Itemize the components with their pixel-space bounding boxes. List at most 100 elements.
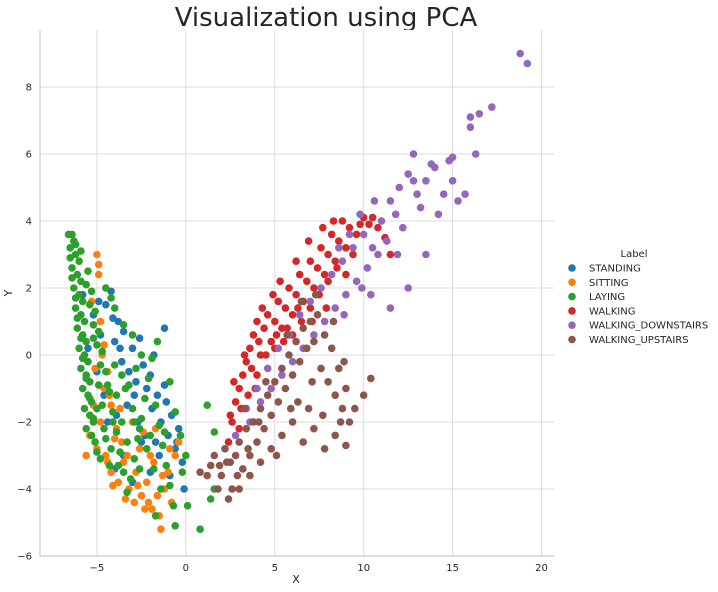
data-point: [352, 230, 361, 239]
data-point: [365, 220, 373, 229]
data-point: [306, 297, 315, 306]
data-point: [244, 445, 252, 453]
data-point: [174, 424, 183, 433]
data-point: [342, 384, 350, 393]
data-point: [150, 465, 158, 473]
data-point: [166, 445, 174, 453]
x-tick-label: 20: [535, 563, 548, 574]
data-point: [171, 408, 179, 416]
data-point: [288, 371, 297, 379]
data-point: [303, 277, 311, 286]
data-point: [110, 337, 119, 346]
data-point: [262, 378, 270, 386]
data-point: [71, 304, 80, 312]
data-point: [94, 270, 103, 279]
data-point: [215, 461, 224, 470]
legend-label: STANDING: [589, 264, 641, 275]
data-point: [285, 284, 293, 292]
data-point: [109, 481, 117, 490]
data-point: [404, 284, 413, 292]
data-point: [94, 297, 103, 306]
data-point: [123, 438, 131, 446]
data-point: [254, 418, 263, 426]
y-tick-label: −2: [17, 417, 32, 428]
data-point: [116, 448, 124, 456]
data-point: [171, 451, 179, 460]
data-point: [107, 294, 115, 302]
data-point: [157, 485, 165, 493]
data-point: [206, 495, 215, 503]
data-point: [427, 160, 436, 168]
legend-marker: [568, 264, 576, 272]
data-point: [475, 110, 484, 118]
data-point: [297, 297, 306, 306]
data-point: [466, 123, 475, 131]
data-point: [130, 498, 139, 507]
data-point: [335, 244, 343, 252]
data-point: [135, 445, 144, 453]
data-point: [151, 438, 160, 446]
data-point: [292, 290, 300, 299]
data-point: [100, 341, 108, 349]
data-point: [278, 431, 286, 440]
data-point: [169, 501, 178, 510]
data-point: [283, 331, 292, 339]
data-point: [110, 361, 119, 369]
data-point: [322, 304, 331, 312]
data-point: [320, 331, 329, 339]
data-point: [128, 404, 137, 413]
data-point: [119, 468, 128, 477]
data-point: [263, 364, 272, 373]
y-axis-ticks: −6 −4 −2 0 2 4 6 8: [17, 82, 32, 562]
data-point: [329, 217, 338, 225]
data-point: [276, 277, 284, 286]
data-point: [148, 354, 156, 363]
data-point: [123, 401, 131, 410]
data-point: [317, 244, 325, 252]
data-point: [404, 170, 413, 178]
data-point: [68, 230, 76, 239]
data-point: [125, 367, 133, 376]
y-tick-label: 2: [26, 283, 32, 294]
data-point: [272, 331, 281, 339]
data-point: [422, 177, 430, 185]
data-point: [77, 247, 85, 255]
data-point: [281, 304, 290, 312]
data-point: [68, 264, 76, 272]
data-point: [118, 357, 126, 366]
data-point: [295, 357, 304, 366]
data-point: [217, 471, 226, 480]
data-point: [73, 314, 82, 322]
data-point: [249, 418, 258, 426]
data-point: [80, 317, 89, 326]
data-point: [324, 277, 332, 286]
legend-marker: [568, 292, 576, 301]
data-point: [94, 327, 103, 336]
data-point: [331, 391, 340, 400]
data-point: [254, 337, 263, 346]
data-point: [523, 59, 532, 68]
data-point: [141, 505, 149, 513]
data-point: [118, 371, 126, 379]
data-point: [294, 304, 302, 312]
data-point: [82, 451, 90, 460]
data-point: [377, 217, 386, 225]
data-point: [128, 331, 137, 339]
data-point: [91, 307, 99, 316]
data-point: [82, 374, 90, 383]
data-point: [342, 270, 350, 279]
data-point: [338, 217, 347, 225]
axes-spines: [39, 30, 554, 557]
data-point: [409, 150, 418, 158]
data-point: [374, 250, 382, 259]
data-point: [338, 257, 347, 266]
data-point: [363, 264, 372, 272]
data-point: [141, 394, 149, 403]
data-point: [123, 488, 131, 497]
data-point: [356, 210, 364, 219]
data-point: [68, 274, 76, 282]
legend: Label STANDING SITTING LAYING WALKING WALKIN…: [568, 249, 708, 346]
data-point: [144, 498, 153, 507]
data-point: [102, 300, 110, 309]
data-point: [329, 317, 338, 326]
